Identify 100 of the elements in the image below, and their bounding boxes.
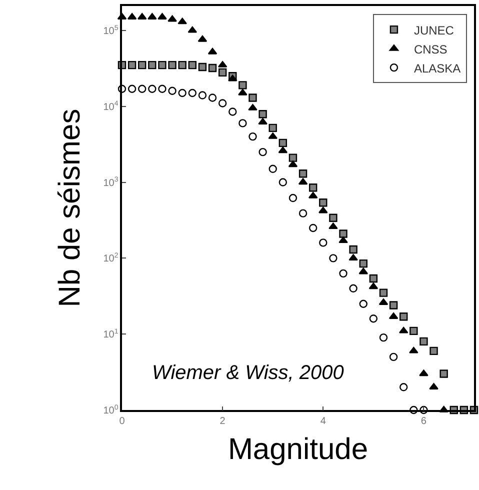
point bbox=[358, 268, 368, 274]
point bbox=[278, 146, 288, 154]
point bbox=[329, 254, 338, 262]
point bbox=[138, 84, 146, 93]
point bbox=[258, 110, 267, 118]
y-tick-label: 10$^{1}$ bbox=[103, 328, 118, 341]
point bbox=[398, 326, 408, 334]
point bbox=[338, 236, 348, 244]
point bbox=[188, 88, 196, 98]
point bbox=[400, 312, 408, 321]
point bbox=[288, 160, 298, 168]
point bbox=[288, 154, 298, 162]
point bbox=[410, 406, 418, 414]
point bbox=[318, 206, 328, 214]
point bbox=[198, 62, 207, 72]
point bbox=[238, 81, 247, 90]
point bbox=[430, 346, 438, 356]
point bbox=[410, 326, 418, 336]
point bbox=[268, 132, 278, 139]
x-axis-title: Magnitude bbox=[228, 432, 368, 466]
annotation: Wiemer & Wiss, 2000 bbox=[152, 362, 344, 384]
point bbox=[440, 370, 448, 378]
point bbox=[268, 164, 277, 174]
point bbox=[198, 91, 207, 100]
point bbox=[148, 12, 157, 20]
y-tick-label: 10$^{0}$ bbox=[103, 404, 118, 416]
point bbox=[268, 124, 277, 132]
point bbox=[178, 88, 186, 98]
point bbox=[238, 119, 247, 128]
point bbox=[288, 194, 298, 202]
point bbox=[368, 282, 378, 290]
point bbox=[128, 84, 136, 93]
point bbox=[389, 352, 398, 362]
y-axis-title: Nb de séismes bbox=[54, 108, 87, 308]
point bbox=[349, 284, 358, 292]
point bbox=[118, 84, 126, 93]
point bbox=[419, 370, 428, 376]
point bbox=[208, 48, 218, 54]
y-tick-label: 10$^{5}$ bbox=[103, 24, 118, 37]
x-tick-label: 0 bbox=[119, 416, 126, 427]
point bbox=[248, 132, 257, 141]
point bbox=[319, 198, 328, 207]
y-tick-label: 10$^{4}$ bbox=[103, 100, 118, 113]
point bbox=[158, 12, 167, 20]
point bbox=[319, 238, 328, 247]
point bbox=[420, 406, 428, 414]
point bbox=[369, 274, 378, 283]
point bbox=[178, 60, 186, 70]
legend-label: JUNEC bbox=[414, 23, 454, 38]
point bbox=[148, 84, 156, 93]
point bbox=[128, 60, 136, 70]
point bbox=[178, 18, 187, 24]
point bbox=[248, 94, 257, 102]
point bbox=[378, 298, 388, 305]
point bbox=[148, 60, 156, 70]
x-tick-label: 6 bbox=[420, 416, 427, 427]
point bbox=[168, 15, 177, 22]
point bbox=[137, 12, 147, 20]
point bbox=[339, 230, 348, 238]
point bbox=[228, 108, 237, 116]
point bbox=[379, 333, 388, 342]
point bbox=[400, 383, 408, 392]
point bbox=[188, 26, 198, 33]
point bbox=[198, 35, 208, 42]
point bbox=[188, 60, 196, 70]
point bbox=[409, 346, 418, 354]
point bbox=[420, 337, 428, 346]
point bbox=[158, 84, 166, 93]
point bbox=[218, 99, 227, 108]
point bbox=[278, 178, 288, 186]
x-tick-label: 4 bbox=[320, 416, 326, 427]
point bbox=[208, 64, 217, 72]
point bbox=[298, 209, 308, 218]
x-tick-label: 2 bbox=[220, 416, 226, 427]
point bbox=[168, 60, 176, 70]
point bbox=[168, 86, 176, 95]
point bbox=[349, 245, 358, 254]
point bbox=[339, 269, 348, 278]
point bbox=[348, 254, 358, 261]
point bbox=[238, 88, 248, 96]
point bbox=[208, 94, 217, 102]
y-tick-label: 10$^{2}$ bbox=[103, 252, 118, 265]
point bbox=[258, 148, 267, 156]
point bbox=[329, 214, 338, 222]
point bbox=[218, 60, 228, 68]
y-tick-label: 10$^{3}$ bbox=[103, 176, 118, 189]
point bbox=[359, 300, 368, 308]
point bbox=[278, 138, 288, 148]
point bbox=[308, 184, 318, 192]
legend-label: ALASKA bbox=[414, 61, 461, 76]
point bbox=[298, 170, 308, 178]
point bbox=[308, 192, 318, 198]
point bbox=[228, 74, 238, 82]
point bbox=[218, 68, 227, 77]
point bbox=[328, 222, 338, 230]
legend-label: CNSS bbox=[414, 42, 448, 56]
point bbox=[138, 60, 146, 70]
point bbox=[359, 259, 368, 268]
point bbox=[298, 178, 308, 185]
point bbox=[379, 288, 388, 297]
